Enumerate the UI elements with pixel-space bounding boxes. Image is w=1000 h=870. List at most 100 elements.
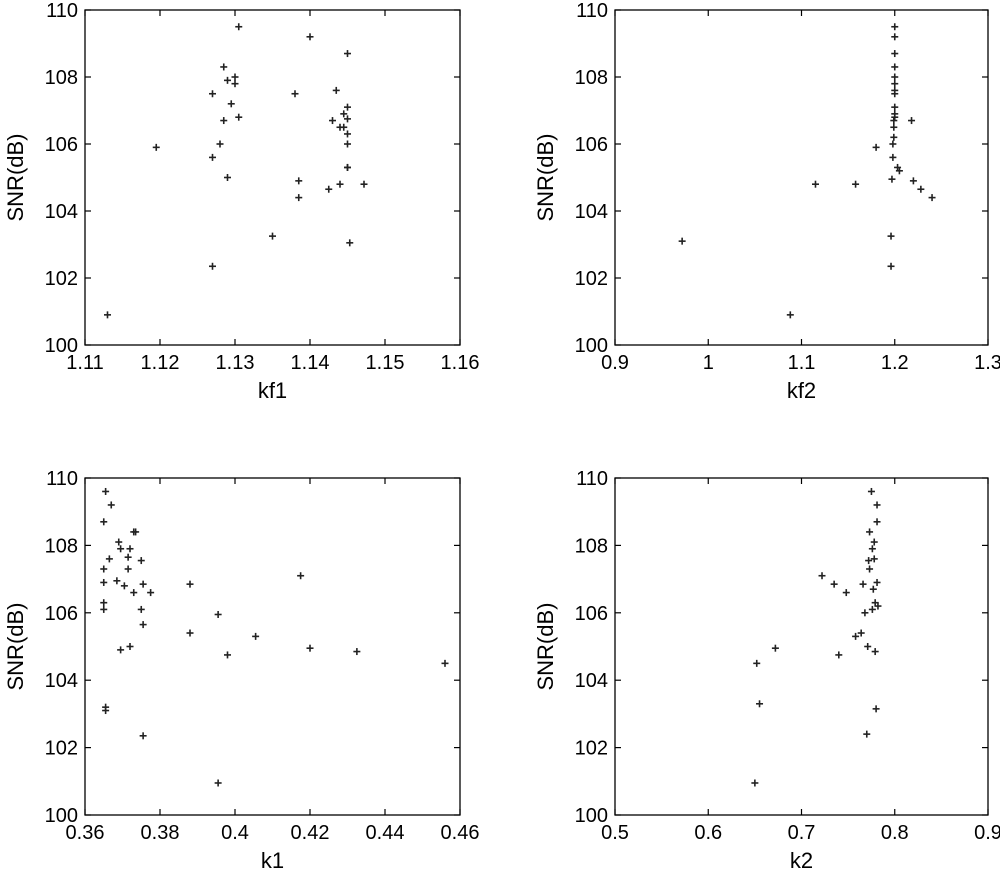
data-point (891, 33, 899, 41)
data-point (891, 103, 899, 111)
data-point (340, 110, 348, 118)
data-point (917, 185, 925, 193)
x-tick-label: 0.6 (694, 822, 722, 844)
data-point (224, 174, 231, 181)
data-point (889, 153, 897, 161)
data-point (908, 117, 916, 125)
data-point (874, 602, 882, 610)
data-point (891, 80, 899, 88)
y-tick-label: 104 (575, 670, 608, 692)
data-point (756, 700, 764, 708)
data-point (891, 86, 899, 94)
data-point (231, 73, 239, 81)
y-tick-label: 100 (575, 335, 608, 357)
data-point (852, 632, 860, 640)
data-point (867, 487, 875, 495)
data-point (100, 518, 108, 526)
x-tick-label: 0.42 (291, 822, 330, 844)
x-axis-label: kf1 (258, 378, 287, 403)
data-point (887, 232, 895, 240)
x-tick-label: 0.46 (441, 822, 480, 844)
y-axis-label: SNR(dB) (533, 602, 558, 690)
data-point (113, 577, 121, 585)
x-tick-label: 0.4 (221, 822, 249, 844)
data-point (872, 143, 880, 151)
data-point (868, 605, 876, 613)
data-point (132, 528, 140, 536)
data-point (835, 651, 843, 659)
data-point (130, 589, 138, 597)
y-tick-label: 102 (575, 738, 608, 760)
data-point (891, 50, 899, 58)
data-point (117, 646, 125, 654)
data-point (291, 90, 299, 98)
y-tick-label: 104 (575, 201, 608, 223)
y-tick-label: 106 (575, 134, 608, 156)
data-point (870, 538, 878, 546)
y-tick-label: 110 (576, 468, 608, 490)
data-point (344, 163, 351, 171)
data-point (214, 610, 222, 618)
y-tick-label: 108 (575, 535, 608, 557)
data-point (214, 779, 222, 787)
data-point (360, 180, 368, 188)
y-tick-label: 102 (45, 738, 78, 760)
y-tick-label: 106 (45, 603, 78, 625)
x-tick-label: 1.14 (291, 352, 330, 374)
data-point (863, 730, 871, 738)
data-point (220, 117, 228, 125)
y-tick-label: 106 (45, 134, 78, 156)
x-tick-label: 1.2 (881, 352, 909, 374)
x-tick-label: 0.9 (974, 822, 1000, 844)
data-point (866, 565, 874, 573)
y-tick-label: 110 (46, 0, 78, 22)
x-axis-label: k1 (261, 848, 284, 870)
data-point (842, 589, 850, 597)
data-point (811, 180, 819, 188)
data-point (137, 605, 145, 613)
x-tick-label: 0.8 (881, 822, 909, 844)
data-point (120, 582, 128, 590)
data-point (870, 555, 878, 563)
plot-frame (614, 477, 989, 816)
data-point (220, 63, 228, 71)
data-point (344, 130, 351, 138)
data-point (137, 557, 145, 565)
data-point (344, 115, 351, 123)
data-point (895, 167, 903, 175)
data-point (216, 140, 224, 148)
y-axis-label: SNR(dB) (3, 133, 28, 221)
data-point (753, 659, 761, 667)
data-point (928, 194, 936, 202)
x-axis-label: kf2 (787, 378, 816, 403)
data-point (441, 659, 449, 667)
x-tick-label: 1.11 (66, 352, 103, 374)
y-tick-label: 106 (575, 603, 608, 625)
data-point (306, 644, 314, 652)
data-point (186, 580, 194, 588)
data-point (873, 578, 881, 586)
data-point (859, 580, 867, 588)
data-point (887, 262, 895, 270)
scatter-panel-kf2: 0.9 1 1.1 1.2 1.3 100 102 104 106 108 110 kf2 SNR(dB… (533, 0, 1000, 403)
data-point (888, 175, 896, 183)
data-point (139, 621, 147, 629)
data-point (891, 23, 899, 31)
data-point (346, 239, 354, 247)
scatter-panel-k1: 0.36 0.38 0.4 0.42 0.44 0.46 100 102 104 106 108 11… (3, 468, 479, 870)
data-point (891, 63, 899, 71)
data-point (871, 648, 879, 656)
y-tick-label: 110 (576, 0, 608, 22)
plot-frame (84, 477, 461, 816)
data-point (325, 185, 333, 193)
data-point (252, 632, 260, 640)
data-point (909, 177, 917, 185)
x-tick-label: 1.16 (441, 352, 480, 374)
data-point (872, 705, 880, 713)
data-point (295, 177, 303, 185)
data-point (147, 589, 155, 597)
data-point (873, 501, 881, 509)
data-point (332, 86, 340, 94)
y-tick-label: 110 (46, 468, 78, 490)
data-point (227, 100, 235, 108)
